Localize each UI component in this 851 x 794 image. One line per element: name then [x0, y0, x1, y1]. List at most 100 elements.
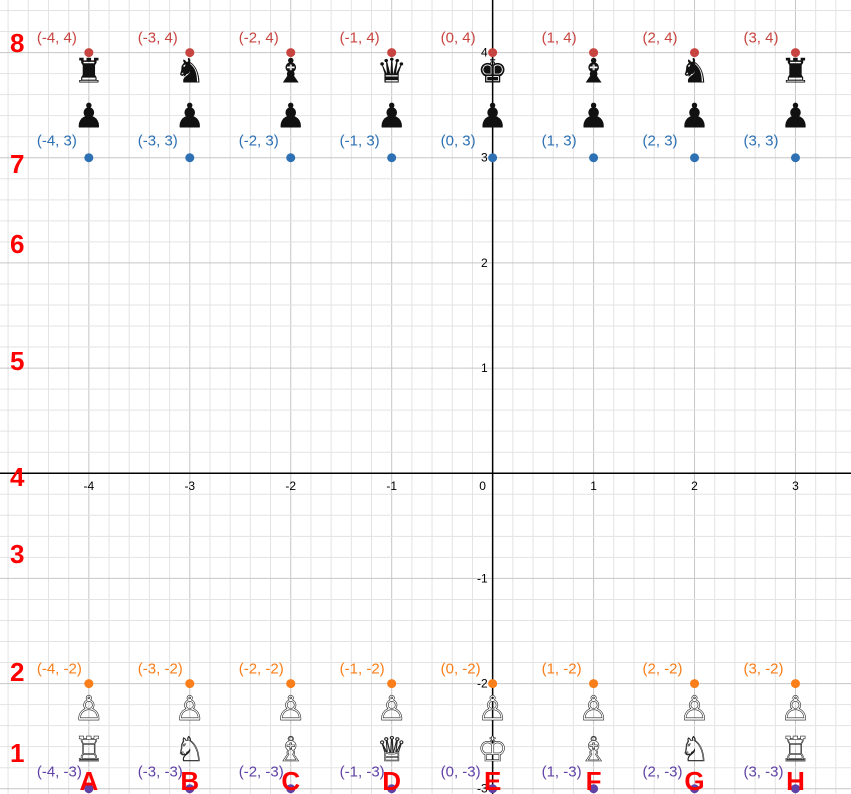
data-point: [488, 784, 498, 794]
point-label: (-1, -2): [340, 661, 385, 678]
rank-label: 1: [10, 738, 24, 768]
y-tick-label: 2: [481, 256, 488, 270]
white-pawn: ♙: [376, 689, 406, 729]
white-pawn: ♙: [74, 689, 104, 729]
rank-labels: 8 7 6 5 4 3 2 1: [10, 28, 25, 768]
data-point: [790, 679, 800, 689]
data-point: [690, 679, 700, 689]
file-label: G: [684, 766, 704, 794]
x-tick-label: -3: [184, 479, 195, 493]
point-label: (-2, 4): [239, 30, 279, 47]
data-point: [84, 784, 94, 794]
data-point: [488, 679, 498, 689]
y-tick-label: -3: [477, 782, 488, 794]
white-piece: ♔: [477, 730, 507, 770]
rank-label: 6: [10, 229, 24, 259]
y-tick-label: 4: [481, 46, 488, 60]
y-tick-label: -1: [477, 571, 488, 585]
data-point: [185, 48, 195, 58]
data-point: [790, 784, 800, 794]
point-label: (3, 3): [743, 133, 778, 150]
white-piece: ♘: [679, 730, 709, 770]
black-piece: ♝: [275, 51, 305, 91]
x-tick-label: 3: [792, 479, 799, 493]
rank-label: 7: [10, 149, 24, 179]
file-label: A: [79, 766, 98, 794]
white-pawn: ♙: [578, 689, 608, 729]
data-point: [488, 48, 498, 58]
point-label: (-4, -2): [37, 661, 82, 678]
x-tick-label: 2: [691, 479, 698, 493]
point-label: (2, 4): [643, 30, 678, 47]
point-label: (0, 4): [441, 30, 476, 47]
point-label: (3, -2): [743, 661, 783, 678]
data-point: [589, 48, 599, 58]
black-piece: ♛: [376, 51, 406, 91]
point-label: (-2, -2): [239, 661, 284, 678]
data-point: [589, 784, 599, 794]
point-labels: (-4, 4) (-3, 4) (-2, 4) (-1, 4) (0, 4) (1, 4)…: [37, 30, 784, 781]
point-label: (-1, 3): [340, 133, 380, 150]
black-piece: ♜: [780, 51, 810, 91]
data-point: [286, 679, 296, 689]
point-label: (-1, -3): [340, 764, 385, 781]
rank-label: 5: [10, 346, 24, 376]
white-piece: ♗: [275, 730, 305, 770]
white-pawn: ♙: [275, 689, 305, 729]
data-point: [286, 784, 296, 794]
point-label: (-2, 3): [239, 133, 279, 150]
x-tick-label: -4: [83, 479, 94, 493]
point-label: (3, -3): [743, 764, 783, 781]
point-label: (0, -3): [441, 764, 481, 781]
black-pawn: ♟: [376, 97, 406, 137]
point-label: (1, -2): [542, 661, 582, 678]
point-label: (-4, 3): [37, 133, 77, 150]
point-label: (-4, -3): [37, 764, 82, 781]
chess-pieces: ♜ ♞ ♝ ♛ ♚ ♝ ♞ ♜♟ ♟ ♟ ♟ ♟ ♟ ♟ ♟♙ ♙ ♙ ♙ ♙ ♙ ♙ ♙♖ ♘ ♗ ♕ ♔ ♗ ♘ ♖: [73, 51, 811, 770]
data-point: [488, 153, 498, 163]
white-pawn: ♙: [780, 689, 810, 729]
data-point: [790, 48, 800, 58]
black-piece: ♜: [74, 51, 104, 91]
white-pawn: ♙: [175, 689, 205, 729]
black-pawn: ♟: [275, 97, 305, 137]
black-pawn: ♟: [780, 97, 810, 137]
x-tick-label: -1: [386, 479, 397, 493]
point-label: (-2, -3): [239, 764, 284, 781]
white-pawn: ♙: [477, 689, 507, 729]
rank-label: 8: [10, 28, 24, 58]
y-tick-label: -2: [477, 677, 488, 691]
file-label: B: [180, 766, 199, 794]
x-tick-label: -2: [285, 479, 296, 493]
rank-label: 4: [10, 462, 25, 492]
point-label: (1, 3): [542, 133, 577, 150]
point-label: (-3, -3): [138, 764, 183, 781]
black-piece: ♞: [679, 51, 709, 91]
data-point: [185, 679, 195, 689]
point-label: (2, -3): [643, 764, 683, 781]
point-label: (0, 3): [441, 133, 476, 150]
white-piece: ♗: [578, 730, 608, 770]
point-label: (3, 4): [743, 30, 778, 47]
point-label: (2, 3): [643, 133, 678, 150]
white-piece: ♘: [175, 730, 205, 770]
white-pawn: ♙: [679, 689, 709, 729]
black-piece: ♚: [477, 51, 507, 91]
black-piece: ♞: [175, 51, 205, 91]
data-point: [387, 153, 397, 163]
data-point: [286, 48, 296, 58]
point-label: (0, -2): [441, 661, 481, 678]
file-label: D: [382, 766, 401, 794]
y-tick-label: 1: [481, 361, 488, 375]
black-piece: ♝: [578, 51, 608, 91]
data-point: [387, 784, 397, 794]
data-points: [84, 48, 800, 794]
data-point: [387, 679, 397, 689]
black-pawn: ♟: [477, 97, 507, 137]
file-label: E: [484, 766, 501, 794]
data-point: [589, 679, 599, 689]
data-point: [387, 48, 397, 58]
white-piece: ♖: [780, 730, 810, 770]
